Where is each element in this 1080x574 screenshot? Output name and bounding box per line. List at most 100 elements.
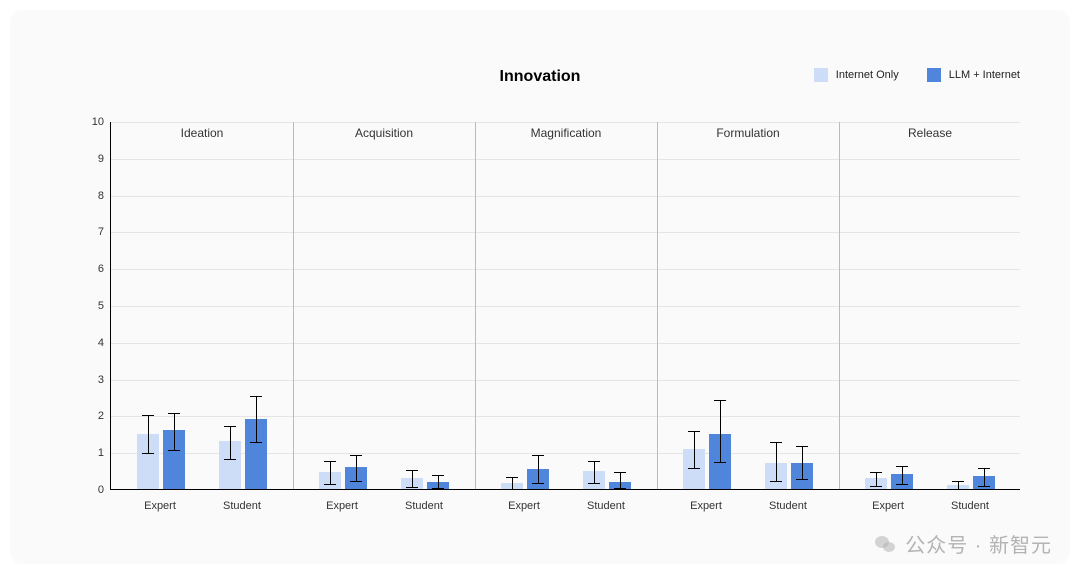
error-bar xyxy=(438,475,439,488)
grid-line xyxy=(111,122,1020,123)
error-cap xyxy=(432,488,444,489)
error-cap xyxy=(350,481,362,482)
error-bar xyxy=(620,472,621,489)
x-tick-label: Student xyxy=(951,500,989,512)
error-cap xyxy=(406,470,418,471)
chart-area: 012345678910 IdeationAcquisitionMagnific… xyxy=(80,122,1020,490)
error-cap xyxy=(350,455,362,456)
legend-item-0: Internet Only xyxy=(814,68,899,82)
error-cap xyxy=(978,468,990,469)
error-cap xyxy=(714,400,726,401)
x-tick-label: Student xyxy=(587,500,625,512)
error-cap xyxy=(506,477,518,478)
error-bar xyxy=(776,442,777,481)
error-bar xyxy=(356,455,357,481)
grid-line xyxy=(111,306,1020,307)
y-tick-label: 9 xyxy=(80,153,104,165)
error-cap xyxy=(870,472,882,473)
error-cap xyxy=(224,426,236,427)
chart-card: Innovation Internet Only LLM + Internet … xyxy=(10,10,1070,564)
x-tick-label: Expert xyxy=(144,500,176,512)
error-cap xyxy=(168,413,180,414)
error-bar xyxy=(902,466,903,484)
grid-line xyxy=(111,269,1020,270)
error-cap xyxy=(952,489,964,490)
x-tick-label: Student xyxy=(405,500,443,512)
grid-line xyxy=(111,196,1020,197)
y-tick-label: 1 xyxy=(80,447,104,459)
panel-title: Acquisition xyxy=(355,126,413,140)
error-cap xyxy=(688,431,700,432)
error-cap xyxy=(870,486,882,487)
grid-line xyxy=(111,343,1020,344)
y-tick-label: 0 xyxy=(80,484,104,496)
error-cap xyxy=(688,468,700,469)
error-bar xyxy=(802,446,803,479)
error-cap xyxy=(796,446,808,447)
error-cap xyxy=(142,453,154,454)
error-cap xyxy=(796,479,808,480)
x-tick-label: Expert xyxy=(508,500,540,512)
error-bar xyxy=(174,413,175,450)
legend-label-1: LLM + Internet xyxy=(949,69,1020,81)
y-tick-label: 8 xyxy=(80,190,104,202)
error-bar xyxy=(984,468,985,486)
error-bar xyxy=(694,431,695,468)
wechat-icon xyxy=(873,532,897,556)
error-cap xyxy=(324,484,336,485)
legend-label-0: Internet Only xyxy=(836,69,899,81)
error-cap xyxy=(224,459,236,460)
panel-title: Ideation xyxy=(181,126,224,140)
panel-separator xyxy=(839,122,840,489)
error-cap xyxy=(250,442,262,443)
grid-line xyxy=(111,232,1020,233)
y-tick-label: 3 xyxy=(80,374,104,386)
grid-line xyxy=(111,380,1020,381)
grid-line xyxy=(111,159,1020,160)
grid-line xyxy=(111,416,1020,417)
watermark: 公众号 · 新智元 xyxy=(873,529,1052,558)
error-cap xyxy=(168,450,180,451)
panel-title: Formulation xyxy=(716,126,779,140)
y-tick-label: 5 xyxy=(80,300,104,312)
error-cap xyxy=(770,442,782,443)
error-cap xyxy=(714,462,726,463)
error-cap xyxy=(896,466,908,467)
error-bar xyxy=(512,477,513,489)
error-cap xyxy=(532,455,544,456)
error-cap xyxy=(532,483,544,484)
legend-swatch-1 xyxy=(927,68,941,82)
legend-swatch-0 xyxy=(814,68,828,82)
x-tick-label: Expert xyxy=(326,500,358,512)
x-tick-label: Expert xyxy=(872,500,904,512)
x-tick-label: Student xyxy=(223,500,261,512)
error-bar xyxy=(958,481,959,489)
plot-region: Ideation Acquisition Magnification Formulat… xyxy=(110,122,1020,490)
error-cap xyxy=(896,484,908,485)
error-cap xyxy=(142,415,154,416)
y-tick-label: 2 xyxy=(80,410,104,422)
y-tick-label: 6 xyxy=(80,263,104,275)
error-cap xyxy=(614,488,626,489)
y-tick-label: 10 xyxy=(80,116,104,128)
error-bar xyxy=(230,426,231,459)
error-bar xyxy=(594,461,595,483)
error-bar xyxy=(538,455,539,483)
error-cap xyxy=(770,481,782,482)
error-cap xyxy=(588,483,600,484)
y-tick-label: 7 xyxy=(80,226,104,238)
panel-separator xyxy=(293,122,294,489)
error-bar xyxy=(256,396,257,442)
error-bar xyxy=(330,461,331,485)
legend: Internet Only LLM + Internet xyxy=(814,68,1020,82)
y-tick-label: 4 xyxy=(80,337,104,349)
error-cap xyxy=(588,461,600,462)
error-cap xyxy=(324,461,336,462)
panel-title: Magnification xyxy=(531,126,602,140)
error-bar xyxy=(412,470,413,487)
legend-item-1: LLM + Internet xyxy=(927,68,1020,82)
error-bar xyxy=(876,472,877,487)
panel-title: Release xyxy=(908,126,952,140)
watermark-text: 公众号 · 新智元 xyxy=(905,529,1052,558)
panel-separator xyxy=(475,122,476,489)
